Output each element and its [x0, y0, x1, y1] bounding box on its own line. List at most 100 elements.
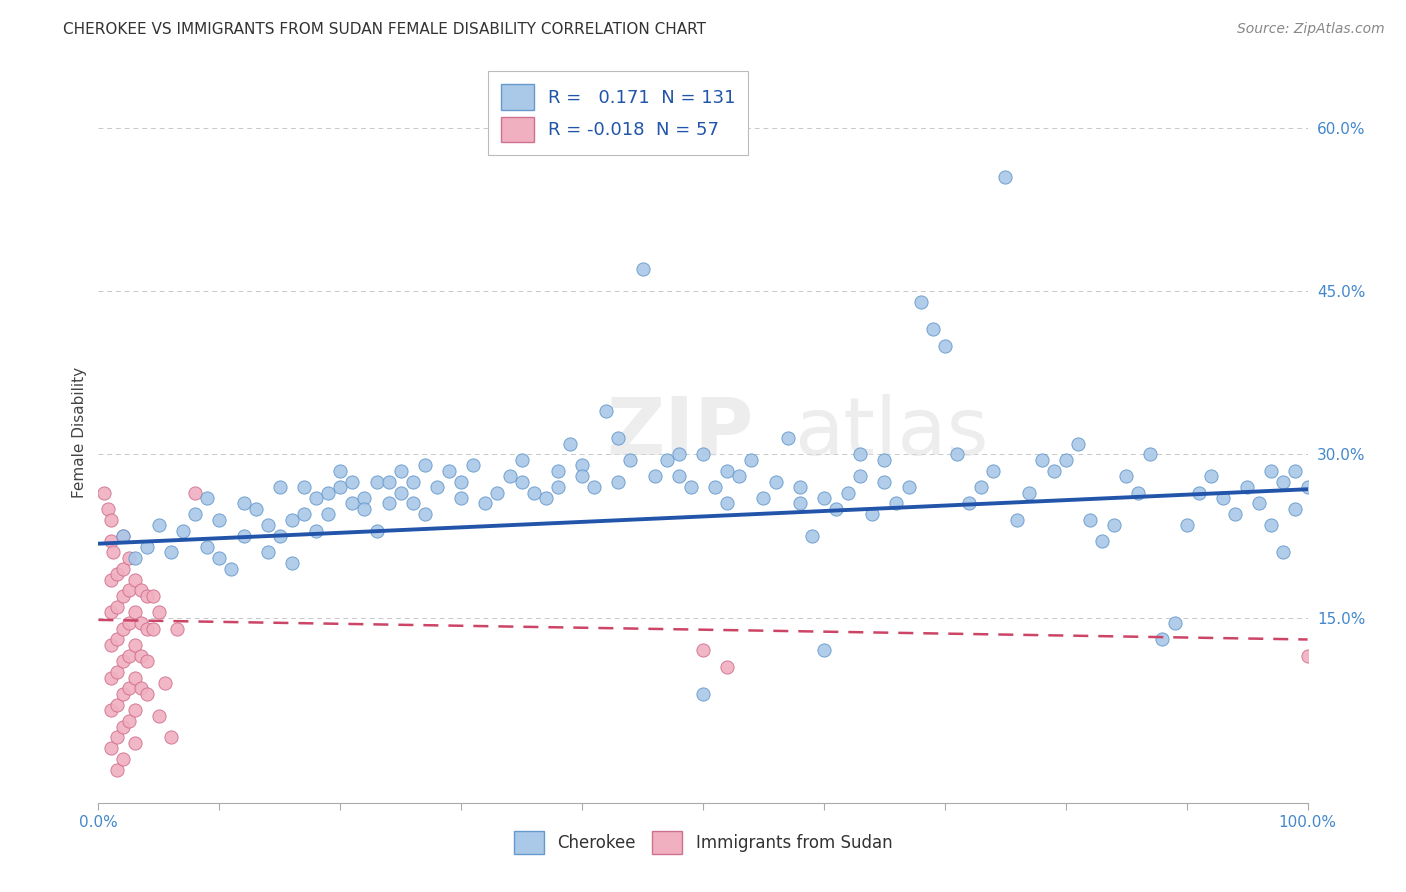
Point — [111, 654, 134, 668]
Point — [1272, 475, 1295, 489]
Point — [111, 622, 134, 636]
Point — [1163, 616, 1185, 631]
Point — [208, 513, 231, 527]
Point — [101, 545, 124, 559]
Point — [124, 736, 146, 750]
Point — [135, 622, 157, 636]
Text: CHEROKEE VS IMMIGRANTS FROM SUDAN FEMALE DISABILITY CORRELATION CHART: CHEROKEE VS IMMIGRANTS FROM SUDAN FEMALE… — [63, 22, 706, 37]
Point — [534, 491, 557, 505]
Point — [129, 616, 152, 631]
Point — [124, 573, 146, 587]
Point — [474, 496, 496, 510]
Point — [692, 643, 714, 657]
Point — [668, 469, 690, 483]
Point — [105, 632, 128, 647]
Point — [1272, 545, 1295, 559]
Point — [1249, 496, 1271, 510]
Point — [981, 464, 1004, 478]
Point — [100, 573, 122, 587]
Point — [135, 687, 157, 701]
Point — [184, 508, 207, 522]
Point — [921, 322, 943, 336]
Point — [97, 501, 120, 516]
Point — [825, 501, 848, 516]
Point — [100, 671, 122, 685]
Point — [910, 295, 932, 310]
Point — [208, 550, 231, 565]
Point — [1139, 447, 1161, 461]
Point — [934, 338, 956, 352]
Point — [789, 480, 811, 494]
Point — [1115, 469, 1137, 483]
Legend: Cherokee, Immigrants from Sudan: Cherokee, Immigrants from Sudan — [508, 824, 898, 861]
Point — [377, 475, 399, 489]
Point — [1260, 518, 1282, 533]
Point — [342, 475, 364, 489]
Point — [124, 671, 146, 685]
Point — [100, 741, 122, 756]
Point — [437, 464, 460, 478]
Point — [679, 480, 702, 494]
Point — [716, 496, 738, 510]
Point — [100, 513, 122, 527]
Point — [886, 496, 908, 510]
Point — [450, 491, 472, 505]
Point — [329, 464, 352, 478]
Point — [148, 605, 170, 619]
Point — [765, 475, 787, 489]
Point — [184, 485, 207, 500]
Point — [292, 508, 315, 522]
Point — [800, 529, 823, 543]
Point — [135, 589, 157, 603]
Text: Source: ZipAtlas.com: Source: ZipAtlas.com — [1237, 22, 1385, 37]
Point — [221, 562, 243, 576]
Point — [1236, 480, 1258, 494]
Point — [1067, 436, 1090, 450]
Point — [353, 501, 375, 516]
Point — [111, 562, 134, 576]
Point — [692, 447, 714, 461]
Point — [644, 469, 666, 483]
Point — [100, 605, 122, 619]
Point — [118, 648, 141, 663]
Point — [631, 262, 654, 277]
Point — [245, 501, 267, 516]
Point — [1260, 464, 1282, 478]
Point — [510, 475, 533, 489]
Point — [583, 480, 606, 494]
Point — [607, 431, 630, 445]
Point — [1296, 480, 1319, 494]
Point — [1031, 453, 1053, 467]
Point — [994, 169, 1017, 184]
Point — [1128, 485, 1150, 500]
Point — [619, 453, 641, 467]
Point — [160, 545, 183, 559]
Point — [195, 540, 218, 554]
Point — [118, 616, 141, 631]
Point — [389, 485, 412, 500]
Point — [957, 496, 980, 510]
Text: atlas: atlas — [793, 393, 988, 472]
Point — [389, 464, 412, 478]
Point — [281, 513, 304, 527]
Point — [1007, 513, 1029, 527]
Point — [728, 469, 751, 483]
Point — [897, 480, 920, 494]
Point — [118, 550, 141, 565]
Text: ZIP: ZIP — [606, 393, 754, 472]
Point — [463, 458, 485, 473]
Point — [813, 491, 835, 505]
Point — [523, 485, 546, 500]
Point — [837, 485, 859, 500]
Point — [1042, 464, 1064, 478]
Point — [105, 763, 128, 777]
Point — [124, 550, 146, 565]
Point — [789, 496, 811, 510]
Point — [124, 703, 146, 717]
Point — [1199, 469, 1222, 483]
Point — [111, 752, 134, 766]
Point — [195, 491, 218, 505]
Point — [1054, 453, 1077, 467]
Point — [111, 529, 134, 543]
Point — [571, 458, 593, 473]
